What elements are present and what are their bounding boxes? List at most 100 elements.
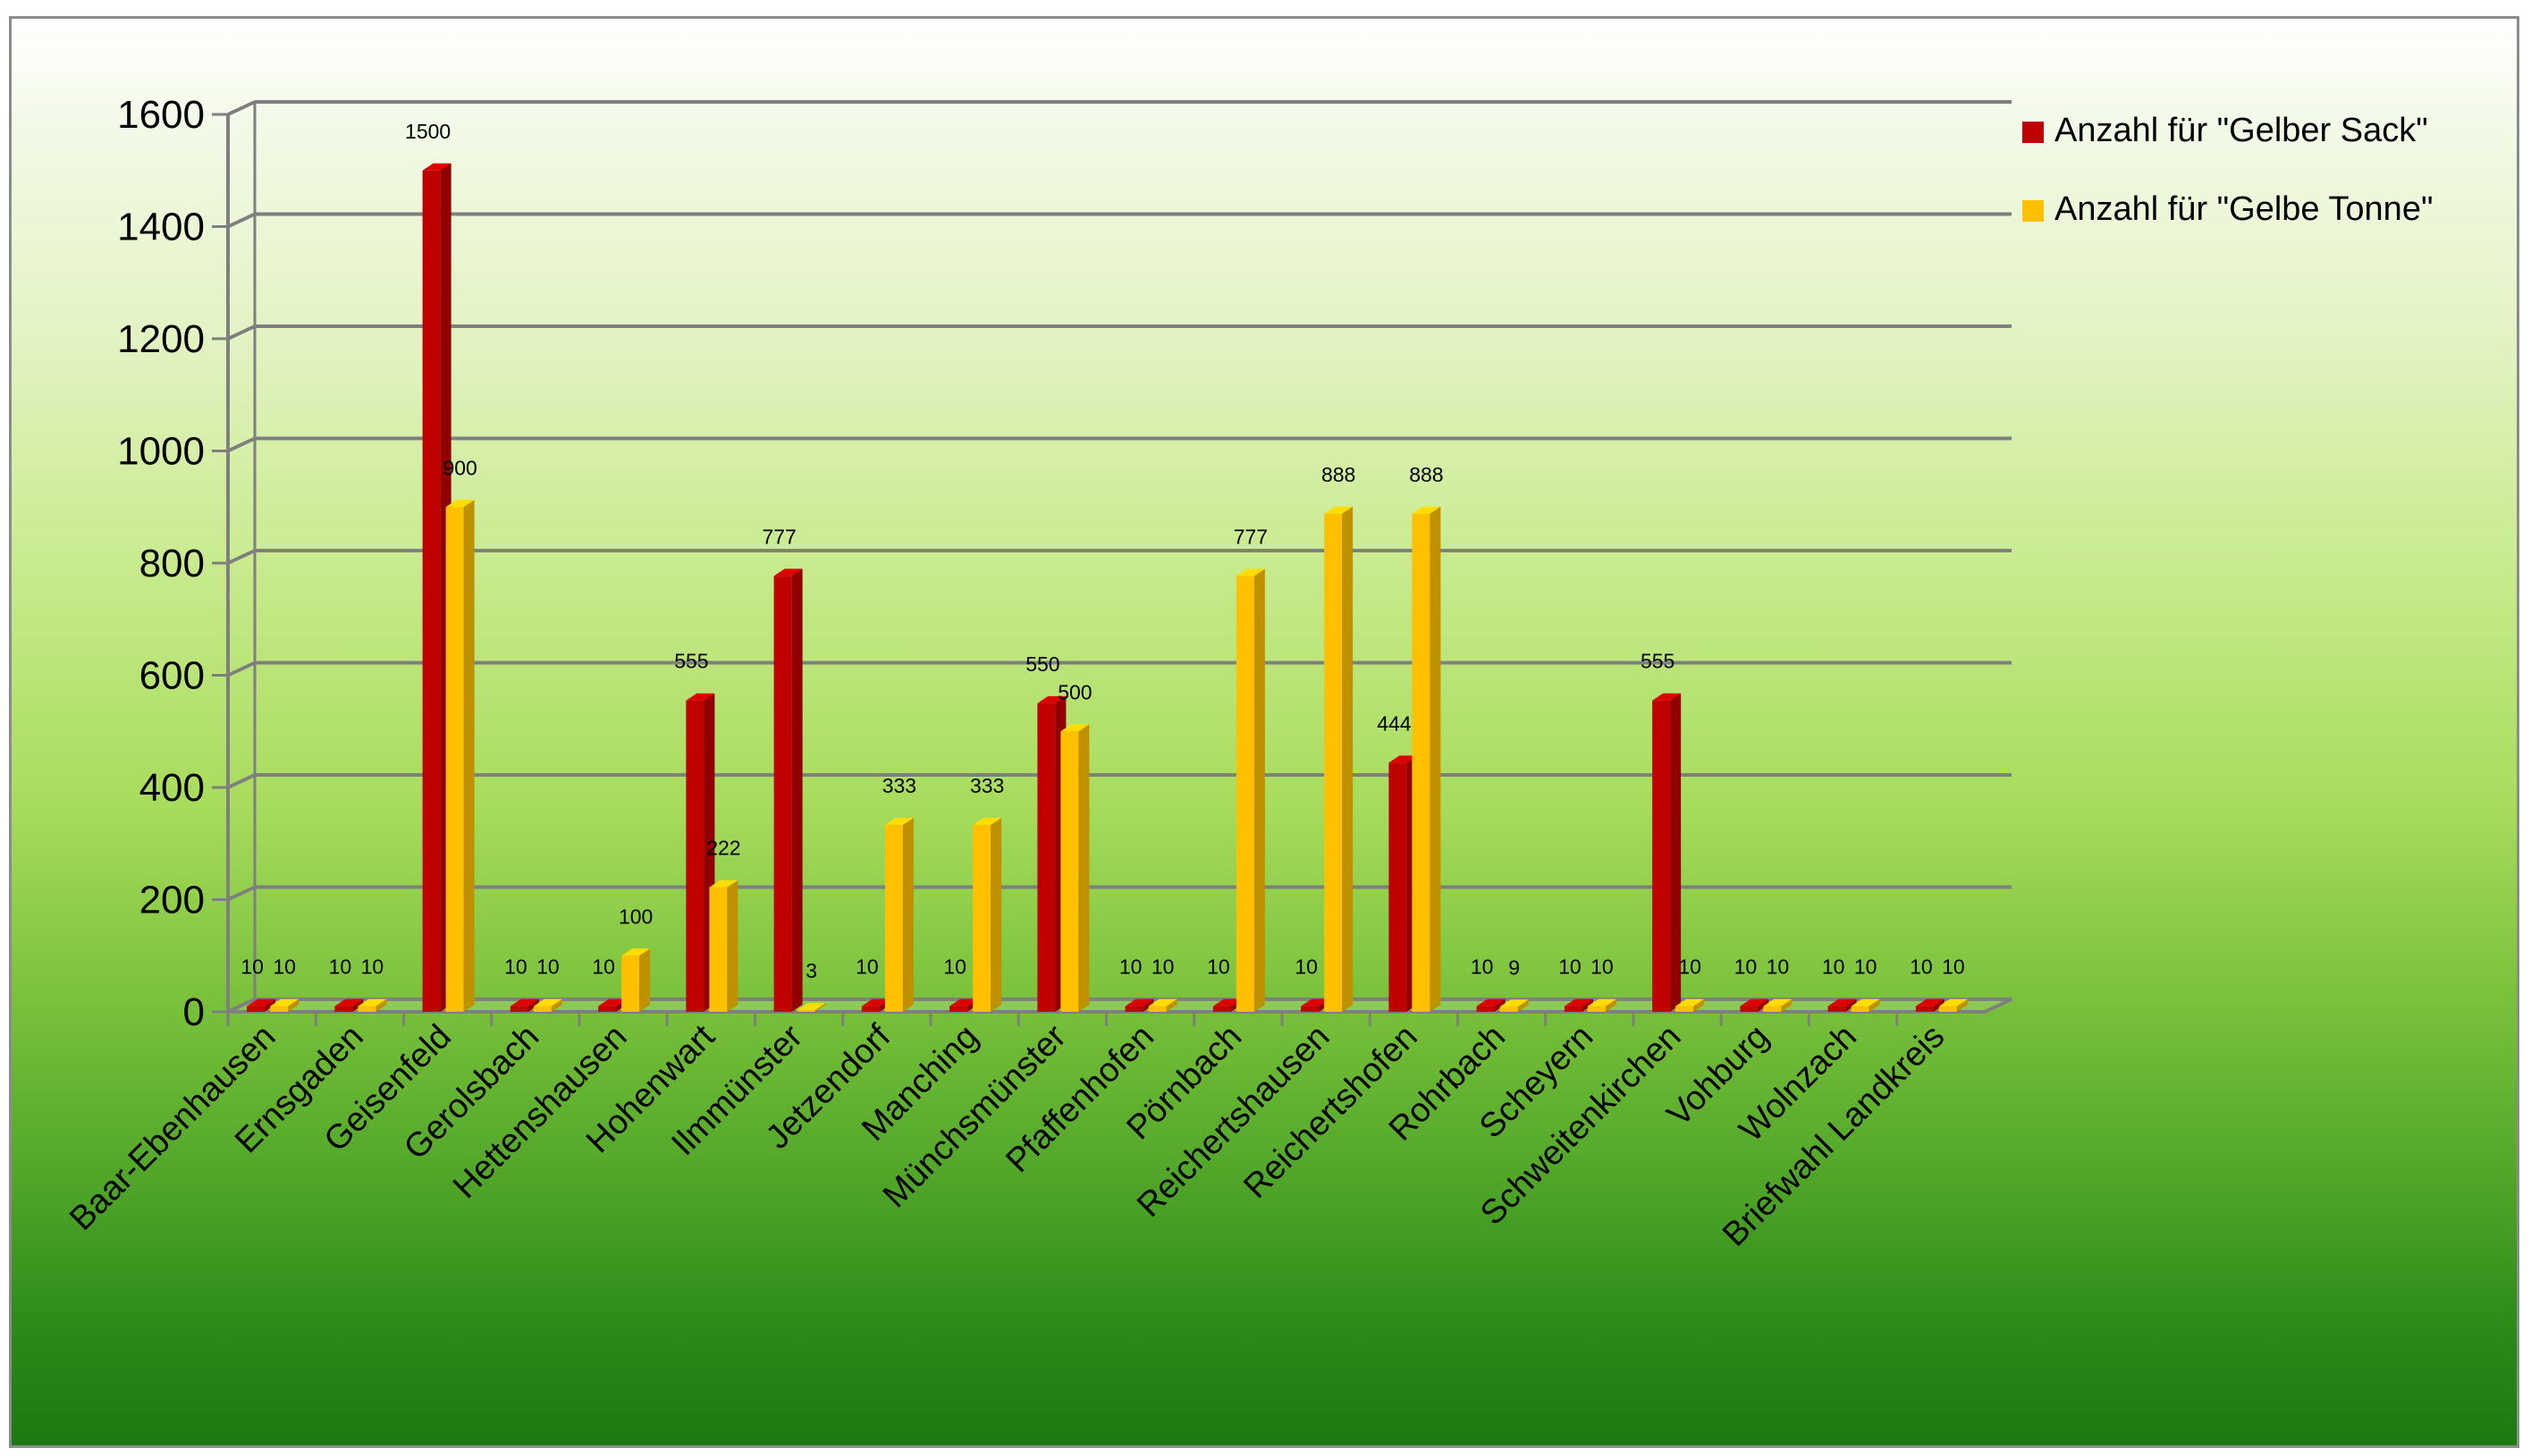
bar-front: [1827, 1006, 1846, 1012]
data-label: 10: [1678, 955, 1701, 979]
data-label: 3: [806, 959, 817, 982]
bar-side: [1430, 506, 1441, 1012]
data-label: 10: [504, 955, 527, 979]
bar-top: [709, 879, 738, 888]
bar-side: [1693, 998, 1705, 1012]
gridline-depth: [227, 436, 256, 453]
bar-gelbe-tonne: [709, 879, 738, 1012]
bar-top: [533, 998, 562, 1006]
data-label: 888: [1321, 463, 1355, 486]
gridline-depth: [227, 549, 256, 565]
bar-gelbe-tonne: [358, 998, 387, 1012]
bar-gelber-sack: [1740, 998, 1769, 1012]
data-label: 10: [943, 955, 966, 979]
data-label: 100: [619, 905, 653, 928]
bar-front: [422, 170, 441, 1012]
bar-top: [973, 818, 1002, 826]
data-label: 900: [443, 456, 477, 479]
bar-gelbe-tonne: [270, 998, 300, 1012]
bar-top: [1740, 998, 1769, 1006]
gridline-depth: [227, 324, 256, 341]
bar-side: [1758, 998, 1769, 1012]
bar-gelbe-tonne: [1148, 998, 1177, 1012]
bar-side: [1869, 998, 1880, 1012]
bar-gelber-sack: [773, 568, 803, 1012]
bar-top: [445, 500, 475, 508]
bar-side: [639, 948, 651, 1012]
bar-gelbe-tonne: [797, 1003, 826, 1012]
bar-top: [334, 998, 364, 1006]
bar-gelber-sack: [510, 998, 539, 1012]
data-label: 10: [361, 955, 384, 979]
bar-gelbe-tonne: [1499, 999, 1529, 1012]
bar-side: [1166, 998, 1177, 1012]
data-label: 444: [1377, 711, 1412, 735]
data-label: 10: [1119, 955, 1143, 979]
bar-front: [247, 1006, 266, 1012]
bar-side: [1143, 998, 1154, 1012]
bar-top: [1388, 755, 1418, 763]
data-label: 10: [1295, 955, 1318, 979]
bar-top: [1763, 998, 1793, 1006]
bar-side: [1582, 998, 1593, 1012]
bar-side: [814, 1003, 826, 1012]
data-label: 222: [706, 837, 740, 860]
bar-top: [510, 998, 539, 1006]
bar-side: [463, 500, 475, 1012]
bar-top: [1587, 998, 1616, 1006]
bar-top: [797, 1003, 826, 1011]
bar-top: [1675, 998, 1705, 1006]
bar-top: [949, 998, 979, 1006]
bar-top: [1827, 998, 1857, 1006]
bar-top: [1851, 998, 1880, 1006]
bars: [247, 163, 1968, 1012]
data-label: 10: [856, 955, 879, 979]
bar-top: [1476, 998, 1506, 1006]
gridline-depth: [227, 885, 256, 902]
bar-front: [1301, 1006, 1320, 1012]
legend-label: Anzahl für "Gelbe Tonne": [2054, 190, 2433, 228]
data-label: 777: [1234, 525, 1268, 548]
bar-side: [352, 998, 364, 1012]
bar-side: [265, 998, 276, 1012]
data-label: 10: [1152, 955, 1175, 979]
bar-top: [773, 568, 803, 577]
bar-front: [1037, 703, 1056, 1012]
bar-front: [334, 1006, 353, 1012]
bar-front: [1915, 1006, 1934, 1012]
bar-top: [1301, 998, 1330, 1006]
bar-top: [358, 998, 387, 1006]
bar-gelber-sack: [1915, 998, 1945, 1012]
bar-top: [1652, 693, 1682, 701]
bar-front: [1652, 700, 1671, 1012]
bar-side: [1670, 693, 1682, 1012]
bar-top: [1324, 506, 1354, 514]
bar-gelber-sack: [1476, 998, 1506, 1012]
bar-front: [358, 1006, 376, 1012]
data-label: 10: [1558, 955, 1582, 979]
y-tick-label: 1600: [117, 93, 205, 137]
y-tick-label: 1200: [117, 317, 205, 361]
bar-front: [1587, 1006, 1606, 1012]
data-label: 333: [970, 774, 1004, 797]
bar-front: [1236, 576, 1254, 1012]
bar-gelbe-tonne: [1675, 998, 1705, 1012]
bar-side: [1253, 568, 1265, 1012]
bar-front: [1148, 1006, 1167, 1012]
bar-gelbe-tonne: [1851, 998, 1880, 1012]
bar-gelbe-tonne: [621, 948, 651, 1012]
data-label: 10: [1822, 955, 1845, 979]
gridline-depth: [227, 212, 256, 229]
bar-front: [1675, 1006, 1694, 1012]
bar-top: [861, 998, 890, 1006]
bar-side: [727, 879, 738, 1012]
bar-top: [1412, 506, 1441, 514]
bar-side: [288, 998, 300, 1012]
bar-top: [621, 948, 651, 956]
bar-top: [686, 693, 715, 701]
bar-top: [884, 818, 914, 826]
bar-gelbe-tonne: [973, 818, 1002, 1012]
bar-front: [797, 1010, 815, 1012]
gridline-depth: [227, 773, 256, 789]
bar-front: [445, 507, 464, 1012]
